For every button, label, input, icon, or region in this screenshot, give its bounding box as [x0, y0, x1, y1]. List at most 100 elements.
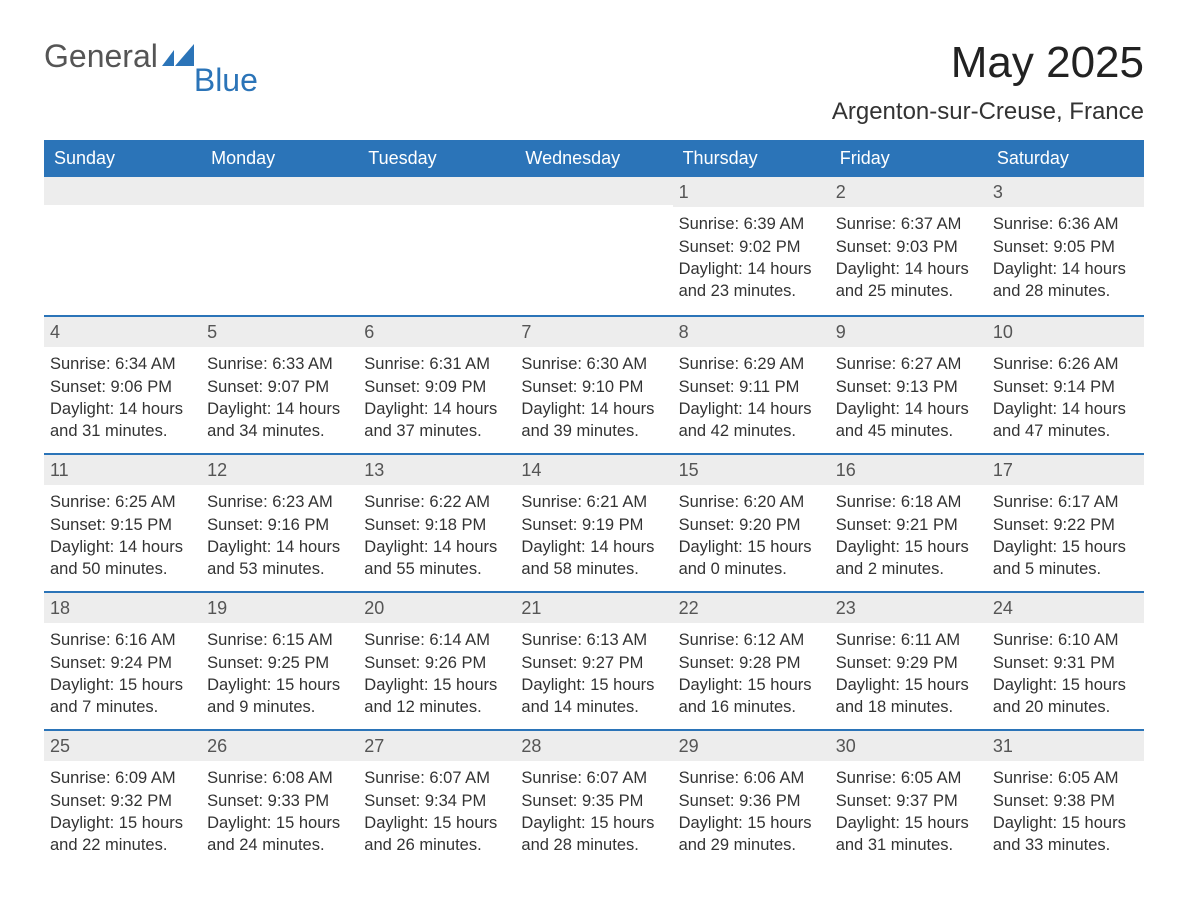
sunset-line: Sunset: 9:07 PM — [207, 376, 352, 398]
day-cell: 18Sunrise: 6:16 AMSunset: 9:24 PMDayligh… — [44, 593, 201, 729]
day-number: 1 — [673, 177, 830, 207]
daylight-line: Daylight: 14 hours and 53 minutes. — [207, 536, 352, 581]
day-cell: 8Sunrise: 6:29 AMSunset: 9:11 PMDaylight… — [673, 317, 830, 453]
sunrise-line: Sunrise: 6:36 AM — [993, 213, 1138, 235]
weekday-tuesday: Tuesday — [358, 140, 515, 177]
daylight-line: Daylight: 14 hours and 58 minutes. — [521, 536, 666, 581]
sunset-line: Sunset: 9:28 PM — [679, 652, 824, 674]
weeks-container: 1Sunrise: 6:39 AMSunset: 9:02 PMDaylight… — [44, 177, 1144, 867]
daylight-line: Daylight: 15 hours and 31 minutes. — [836, 812, 981, 857]
day-number: 31 — [987, 731, 1144, 761]
weekday-thursday: Thursday — [673, 140, 830, 177]
sunset-line: Sunset: 9:05 PM — [993, 236, 1138, 258]
sunrise-line: Sunrise: 6:18 AM — [836, 491, 981, 513]
sunset-line: Sunset: 9:09 PM — [364, 376, 509, 398]
empty-day-bar — [44, 177, 201, 205]
logo: General Blue — [44, 38, 258, 75]
sunrise-line: Sunrise: 6:15 AM — [207, 629, 352, 651]
sunset-line: Sunset: 9:20 PM — [679, 514, 824, 536]
sunrise-line: Sunrise: 6:25 AM — [50, 491, 195, 513]
sunrise-line: Sunrise: 6:16 AM — [50, 629, 195, 651]
sunset-line: Sunset: 9:19 PM — [521, 514, 666, 536]
weekday-saturday: Saturday — [987, 140, 1144, 177]
day-cell: 3Sunrise: 6:36 AMSunset: 9:05 PMDaylight… — [987, 177, 1144, 315]
day-cell: 13Sunrise: 6:22 AMSunset: 9:18 PMDayligh… — [358, 455, 515, 591]
day-number: 10 — [987, 317, 1144, 347]
sunrise-line: Sunrise: 6:14 AM — [364, 629, 509, 651]
sunset-line: Sunset: 9:02 PM — [679, 236, 824, 258]
sunrise-line: Sunrise: 6:17 AM — [993, 491, 1138, 513]
daylight-line: Daylight: 14 hours and 28 minutes. — [993, 258, 1138, 303]
day-number: 18 — [44, 593, 201, 623]
week-row: 11Sunrise: 6:25 AMSunset: 9:15 PMDayligh… — [44, 453, 1144, 591]
day-number: 5 — [201, 317, 358, 347]
day-cell: 23Sunrise: 6:11 AMSunset: 9:29 PMDayligh… — [830, 593, 987, 729]
flag-icon — [162, 44, 194, 68]
empty-day-bar — [358, 177, 515, 205]
daylight-line: Daylight: 14 hours and 50 minutes. — [50, 536, 195, 581]
day-cell: 10Sunrise: 6:26 AMSunset: 9:14 PMDayligh… — [987, 317, 1144, 453]
daylight-line: Daylight: 15 hours and 7 minutes. — [50, 674, 195, 719]
daylight-line: Daylight: 15 hours and 0 minutes. — [679, 536, 824, 581]
sunset-line: Sunset: 9:16 PM — [207, 514, 352, 536]
day-cell: 19Sunrise: 6:15 AMSunset: 9:25 PMDayligh… — [201, 593, 358, 729]
daylight-line: Daylight: 14 hours and 31 minutes. — [50, 398, 195, 443]
day-cell: 25Sunrise: 6:09 AMSunset: 9:32 PMDayligh… — [44, 731, 201, 867]
daylight-line: Daylight: 14 hours and 34 minutes. — [207, 398, 352, 443]
empty-day-cell — [358, 177, 515, 315]
daylight-line: Daylight: 14 hours and 45 minutes. — [836, 398, 981, 443]
sunset-line: Sunset: 9:38 PM — [993, 790, 1138, 812]
logo-text-blue: Blue — [194, 62, 258, 99]
empty-day-cell — [515, 177, 672, 315]
day-number: 22 — [673, 593, 830, 623]
day-number: 23 — [830, 593, 987, 623]
weekday-wednesday: Wednesday — [515, 140, 672, 177]
day-cell: 27Sunrise: 6:07 AMSunset: 9:34 PMDayligh… — [358, 731, 515, 867]
sunset-line: Sunset: 9:13 PM — [836, 376, 981, 398]
sunset-line: Sunset: 9:21 PM — [836, 514, 981, 536]
day-cell: 9Sunrise: 6:27 AMSunset: 9:13 PMDaylight… — [830, 317, 987, 453]
day-cell: 5Sunrise: 6:33 AMSunset: 9:07 PMDaylight… — [201, 317, 358, 453]
daylight-line: Daylight: 15 hours and 33 minutes. — [993, 812, 1138, 857]
day-number: 29 — [673, 731, 830, 761]
day-number: 12 — [201, 455, 358, 485]
sunset-line: Sunset: 9:15 PM — [50, 514, 195, 536]
daylight-line: Daylight: 15 hours and 2 minutes. — [836, 536, 981, 581]
sunset-line: Sunset: 9:11 PM — [679, 376, 824, 398]
day-cell: 28Sunrise: 6:07 AMSunset: 9:35 PMDayligh… — [515, 731, 672, 867]
sunrise-line: Sunrise: 6:20 AM — [679, 491, 824, 513]
calendar: SundayMondayTuesdayWednesdayThursdayFrid… — [44, 140, 1144, 867]
sunset-line: Sunset: 9:10 PM — [521, 376, 666, 398]
sunrise-line: Sunrise: 6:23 AM — [207, 491, 352, 513]
sunset-line: Sunset: 9:37 PM — [836, 790, 981, 812]
day-cell: 14Sunrise: 6:21 AMSunset: 9:19 PMDayligh… — [515, 455, 672, 591]
day-cell: 2Sunrise: 6:37 AMSunset: 9:03 PMDaylight… — [830, 177, 987, 315]
daylight-line: Daylight: 14 hours and 37 minutes. — [364, 398, 509, 443]
day-number: 16 — [830, 455, 987, 485]
empty-day-bar — [515, 177, 672, 205]
sunrise-line: Sunrise: 6:07 AM — [364, 767, 509, 789]
location-label: Argenton-sur-Creuse, France — [832, 98, 1144, 126]
sunrise-line: Sunrise: 6:34 AM — [50, 353, 195, 375]
sunrise-line: Sunrise: 6:08 AM — [207, 767, 352, 789]
daylight-line: Daylight: 14 hours and 25 minutes. — [836, 258, 981, 303]
sunrise-line: Sunrise: 6:06 AM — [679, 767, 824, 789]
daylight-line: Daylight: 14 hours and 55 minutes. — [364, 536, 509, 581]
sunrise-line: Sunrise: 6:37 AM — [836, 213, 981, 235]
daylight-line: Daylight: 15 hours and 26 minutes. — [364, 812, 509, 857]
day-cell: 24Sunrise: 6:10 AMSunset: 9:31 PMDayligh… — [987, 593, 1144, 729]
empty-day-cell — [201, 177, 358, 315]
day-cell: 21Sunrise: 6:13 AMSunset: 9:27 PMDayligh… — [515, 593, 672, 729]
day-number: 14 — [515, 455, 672, 485]
day-number: 13 — [358, 455, 515, 485]
sunrise-line: Sunrise: 6:11 AM — [836, 629, 981, 651]
daylight-line: Daylight: 14 hours and 23 minutes. — [679, 258, 824, 303]
sunset-line: Sunset: 9:06 PM — [50, 376, 195, 398]
sunrise-line: Sunrise: 6:05 AM — [836, 767, 981, 789]
day-cell: 17Sunrise: 6:17 AMSunset: 9:22 PMDayligh… — [987, 455, 1144, 591]
weekday-header-row: SundayMondayTuesdayWednesdayThursdayFrid… — [44, 140, 1144, 177]
daylight-line: Daylight: 15 hours and 5 minutes. — [993, 536, 1138, 581]
day-cell: 16 Sunrise: 6:18 AMSunset: 9:21 PMDayligh… — [830, 455, 987, 591]
page-header: General Blue May 2025 Argenton-sur-Creus… — [44, 38, 1144, 126]
day-cell: 1Sunrise: 6:39 AMSunset: 9:02 PMDaylight… — [673, 177, 830, 315]
